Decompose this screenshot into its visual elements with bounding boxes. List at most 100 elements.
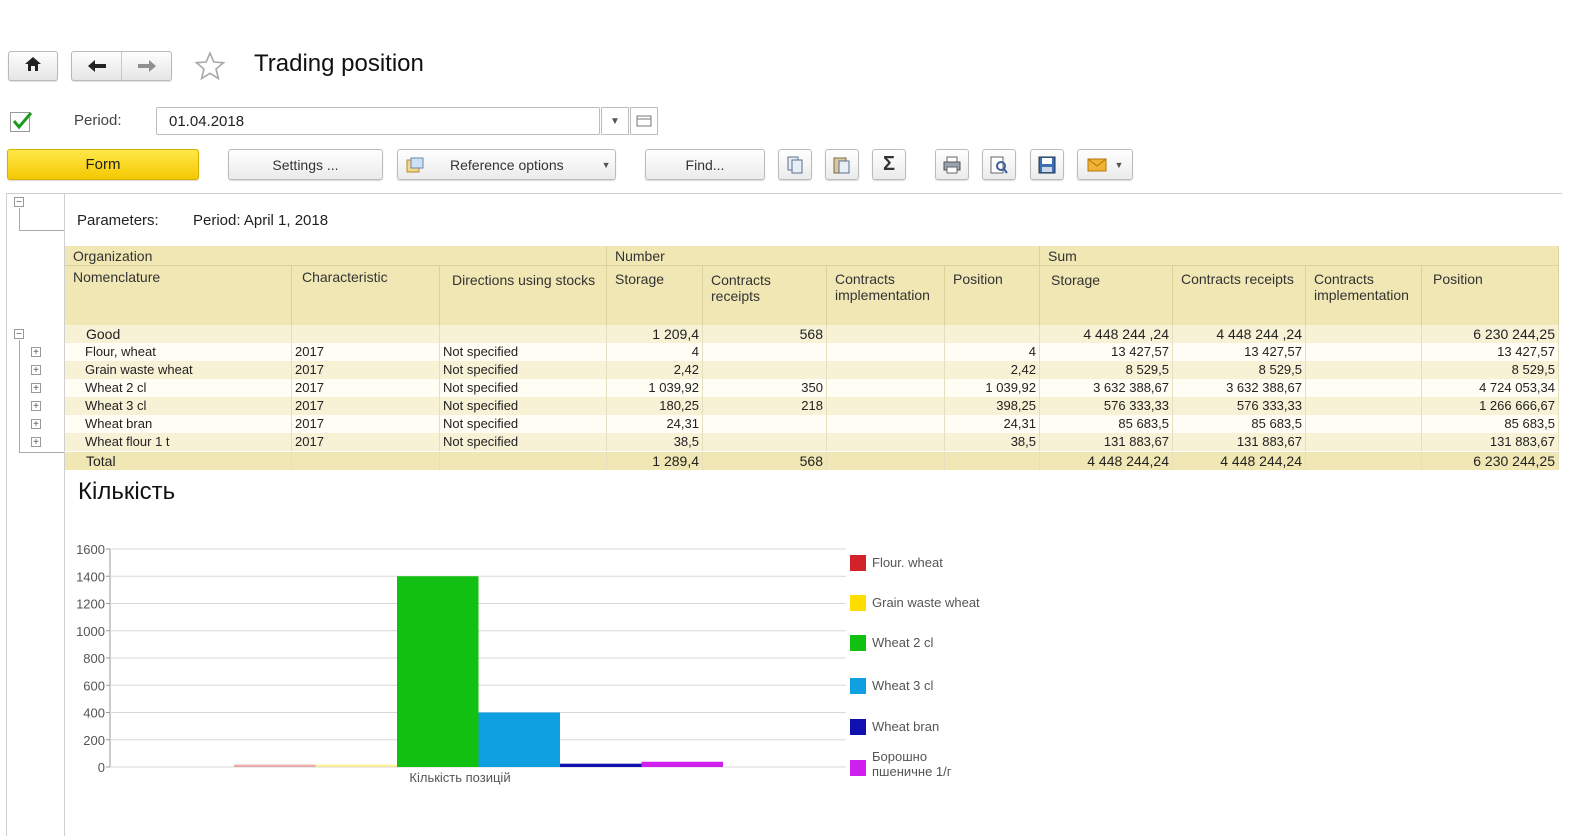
table-cell: 38,5 bbox=[945, 433, 1040, 451]
y-tick-label: 0 bbox=[98, 760, 105, 775]
history-nav bbox=[71, 51, 172, 81]
report-left-border bbox=[6, 194, 7, 836]
chevron-down-icon: ▼ bbox=[610, 115, 620, 127]
table-cell: 2,42 bbox=[945, 361, 1040, 379]
group-row[interactable]: Good 1 209,4 568 4 448 244 ,24 4 448 244 ,24… bbox=[65, 325, 1559, 343]
checkmark-icon bbox=[12, 112, 33, 130]
table-cell: 85 683,5 bbox=[1422, 415, 1559, 433]
sum-button[interactable]: Σ bbox=[872, 149, 906, 180]
table-cell: 1 039,92 bbox=[607, 379, 703, 397]
expand-row-button[interactable]: + bbox=[31, 419, 41, 430]
collapse-parameters-button[interactable]: − bbox=[14, 197, 24, 208]
legend-swatch bbox=[850, 555, 866, 571]
column-header: Nomenclature bbox=[65, 266, 292, 326]
period-calendar-button[interactable] bbox=[630, 107, 658, 135]
period-field[interactable]: 01.04.2018 bbox=[156, 107, 600, 135]
save-button[interactable] bbox=[1030, 149, 1064, 180]
print-icon bbox=[943, 156, 961, 173]
header-number: Number bbox=[607, 246, 1040, 266]
table-cell: 38,5 bbox=[607, 433, 703, 451]
expand-row-button[interactable]: + bbox=[31, 347, 41, 358]
table-row[interactable]: Wheat flour 1 t 2017 Not specified 38,5 38,5… bbox=[65, 433, 1559, 451]
back-button[interactable] bbox=[72, 52, 121, 80]
table-cell: 4 448 244,24 bbox=[1040, 452, 1173, 470]
table-row[interactable]: Wheat bran 2017 Not specified 24,31 24,31 85 … bbox=[65, 415, 1559, 433]
table-cell: 13 427,57 bbox=[1422, 343, 1559, 361]
reference-icon bbox=[406, 157, 424, 173]
table-cell: Not specified bbox=[440, 343, 607, 361]
table-cell: 1 209,4 bbox=[607, 325, 703, 343]
column-header: Contracts implementation bbox=[827, 266, 945, 326]
preview-button[interactable] bbox=[982, 149, 1016, 180]
settings-button[interactable]: Settings ... bbox=[228, 149, 383, 180]
table-cell: 24,31 bbox=[607, 415, 703, 433]
table-cell bbox=[1306, 452, 1422, 470]
legend-swatch bbox=[850, 760, 866, 776]
legend-swatch bbox=[850, 635, 866, 651]
home-button[interactable] bbox=[8, 51, 58, 81]
table-cell: Wheat 3 cl bbox=[65, 397, 292, 415]
column-header: Directions using stocks bbox=[440, 266, 607, 326]
find-button[interactable]: Find... bbox=[645, 149, 765, 180]
table-cell: 398,25 bbox=[945, 397, 1040, 415]
expand-row-button[interactable]: + bbox=[31, 383, 41, 394]
period-dropdown-button[interactable]: ▼ bbox=[601, 107, 629, 135]
table-row[interactable]: Wheat 2 cl 2017 Not specified 1 039,92 350 1 … bbox=[65, 379, 1559, 397]
paste-button[interactable] bbox=[825, 149, 859, 180]
table-cell bbox=[1306, 433, 1422, 451]
table-cell bbox=[440, 452, 607, 470]
table-cell bbox=[945, 452, 1040, 470]
collapse-good-button[interactable]: − bbox=[14, 329, 24, 340]
table-row[interactable]: Wheat 3 cl 2017 Not specified 180,25 218 398,… bbox=[65, 397, 1559, 415]
table-cell: 2017 bbox=[292, 361, 440, 379]
expand-row-button[interactable]: + bbox=[31, 401, 41, 412]
table-cell bbox=[292, 325, 440, 343]
y-tick-label: 400 bbox=[83, 706, 105, 721]
table-cell: 85 683,5 bbox=[1040, 415, 1173, 433]
header-sum: Sum bbox=[1040, 246, 1559, 266]
forward-button[interactable] bbox=[121, 52, 171, 80]
table-cell: Flour, wheat bbox=[65, 343, 292, 361]
bar--1- bbox=[641, 761, 723, 767]
table-cell: 2,42 bbox=[607, 361, 703, 379]
total-row[interactable]: Total 1 289,4 568 4 448 244,24 4 448 244,24 6… bbox=[65, 452, 1559, 470]
calendar-icon bbox=[636, 115, 652, 127]
table-cell: 180,25 bbox=[607, 397, 703, 415]
table-cell bbox=[703, 433, 827, 451]
table-cell: 13 427,57 bbox=[1173, 343, 1306, 361]
copy-button[interactable] bbox=[778, 149, 812, 180]
table-row[interactable]: Flour, wheat 2017 Not specified 4 4 13 427,57… bbox=[65, 343, 1559, 361]
column-header: Characteristic bbox=[292, 266, 440, 326]
table-cell: 1 266 666,67 bbox=[1422, 397, 1559, 415]
table-cell: 131 883,67 bbox=[1040, 433, 1173, 451]
table-cell: 6 230 244,25 bbox=[1422, 325, 1559, 343]
table-cell: 4 448 244 ,24 bbox=[1173, 325, 1306, 343]
table-cell: Not specified bbox=[440, 361, 607, 379]
table-cell: 576 333,33 bbox=[1173, 397, 1306, 415]
table-cell bbox=[827, 415, 945, 433]
y-tick-label: 1000 bbox=[76, 624, 105, 639]
expand-row-button[interactable]: + bbox=[31, 437, 41, 448]
arrow-right-icon bbox=[137, 60, 156, 72]
y-tick-label: 200 bbox=[83, 733, 105, 748]
table-cell bbox=[1306, 415, 1422, 433]
table-cell bbox=[827, 397, 945, 415]
send-mail-button[interactable]: ▼ bbox=[1077, 149, 1133, 180]
period-value: 01.04.2018 bbox=[169, 112, 245, 130]
report-gutter-border bbox=[64, 194, 65, 836]
report-area bbox=[6, 193, 1562, 837]
expand-row-button[interactable]: + bbox=[31, 365, 41, 376]
legend-label: Wheat 2 cl bbox=[872, 635, 934, 650]
reference-options-button[interactable]: Reference options ▼ bbox=[397, 149, 616, 180]
table-cell bbox=[827, 343, 945, 361]
favorite-button[interactable] bbox=[194, 50, 226, 82]
table-row[interactable]: Grain waste wheat 2017 Not specified 2,42 2,… bbox=[65, 361, 1559, 379]
chevron-down-icon: ▼ bbox=[1114, 159, 1124, 170]
bar-grain-waste-wheat bbox=[315, 764, 397, 767]
table-cell bbox=[703, 415, 827, 433]
print-button[interactable] bbox=[935, 149, 969, 180]
table-cell: 4 bbox=[945, 343, 1040, 361]
period-checkbox[interactable] bbox=[10, 112, 33, 132]
form-button[interactable]: Form bbox=[7, 149, 199, 180]
legend-swatch bbox=[850, 678, 866, 694]
